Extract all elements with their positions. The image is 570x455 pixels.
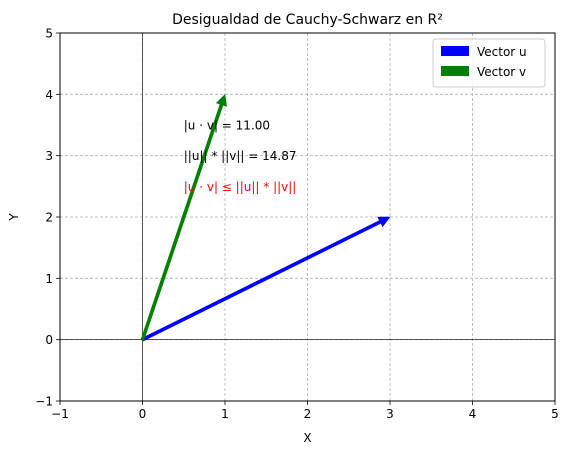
annotation-3: |u · v| ≤ ||u|| * ||v|| [184,180,297,194]
legend: Vector u Vector v [432,38,546,88]
x-tick-label: 1 [221,407,229,421]
vector-arrow-u [141,216,391,342]
legend-label-v: Vector v [477,65,526,79]
y-tick-label: −1 [35,395,53,409]
vector-arrow-v [140,93,228,341]
y-tick-label: 5 [45,27,53,41]
x-axis-label: X [303,431,311,445]
x-tick-label: 2 [304,407,312,421]
annotation-2: ||u|| * ||v|| = 14.87 [184,149,297,163]
y-tick-label: 0 [45,333,53,347]
x-tick-label: −1 [51,407,69,421]
annotation-1: |u · v| = 11.00 [184,119,270,133]
y-tick-label: 2 [45,211,53,225]
y-tick-label: 4 [45,88,53,102]
legend-swatch-u [441,46,469,56]
y-tick-label: 3 [45,149,53,163]
plot-area: |u · v| = 11.00 ||u|| * ||v|| = 14.87 |u ·… [35,27,559,422]
x-tick-label: 5 [551,407,559,421]
y-tick-label: 1 [45,272,53,286]
x-tick-label: 3 [386,407,394,421]
x-tick-label: 4 [469,407,477,421]
legend-swatch-v [441,66,469,76]
y-axis-label: Y [7,213,21,222]
x-tick-label: 0 [139,407,147,421]
legend-label-u: Vector u [477,45,527,59]
chart-title: Desigualdad de Cauchy-Schwarz en R² [172,12,443,28]
